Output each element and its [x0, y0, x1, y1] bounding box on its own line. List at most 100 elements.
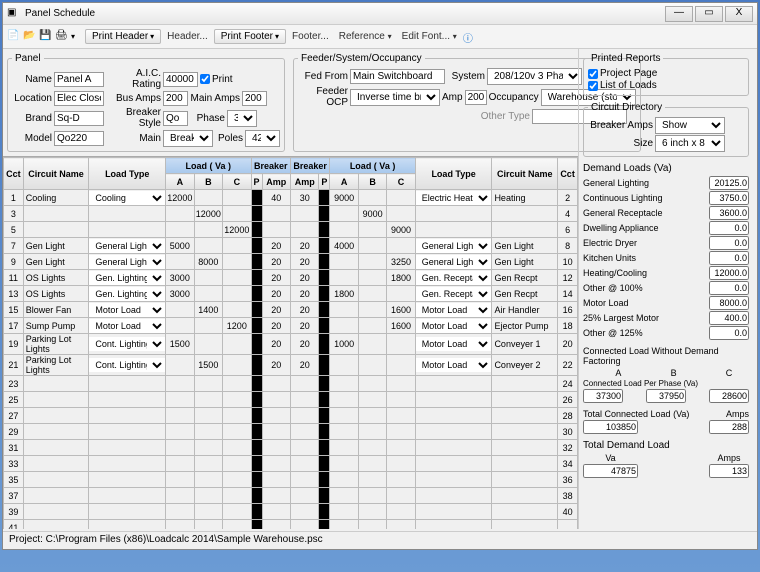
demand-va-input[interactable]: [583, 464, 638, 478]
table-row[interactable]: 31200090004: [4, 206, 578, 222]
loadtype-select[interactable]: Motor Load: [416, 337, 492, 351]
help-icon[interactable]: ⓘ: [463, 30, 477, 44]
table-row[interactable]: 3738: [4, 488, 578, 504]
print-checkbox[interactable]: [200, 74, 210, 84]
brand-input[interactable]: [54, 111, 104, 126]
loadtype-select[interactable]: General Lighting: [89, 239, 165, 253]
header-link[interactable]: Header...: [163, 31, 212, 42]
close-button[interactable]: X: [725, 6, 753, 22]
loadtype-select[interactable]: Cooling: [89, 191, 165, 205]
loadtype-select[interactable]: Motor Load: [416, 319, 492, 333]
bamps-select[interactable]: Show: [655, 117, 725, 134]
demand-row: Continuous Lighting: [583, 191, 749, 205]
demand-value-input[interactable]: [709, 221, 749, 235]
loadtype-select[interactable]: Gen. Lighting C: [89, 271, 165, 285]
size-select[interactable]: 6 inch x 8 inch: [655, 135, 725, 152]
loadtype-select[interactable]: Gen. Receptacle: [416, 287, 492, 301]
mainamps-input[interactable]: [242, 91, 267, 106]
demand-value-input[interactable]: [709, 206, 749, 220]
demand-value-input[interactable]: [709, 266, 749, 280]
phase-a-input[interactable]: [583, 389, 623, 403]
table-row[interactable]: 2526: [4, 392, 578, 408]
app-window: ▣Panel Schedule — ▭ X 📄 📂 💾 🖨▾ Print Hea…: [2, 2, 758, 550]
demand-value-input[interactable]: [709, 236, 749, 250]
open-icon[interactable]: 📂: [23, 30, 37, 44]
loadtype-select[interactable]: General Lighting: [416, 239, 492, 253]
panel-name-input[interactable]: [54, 72, 104, 87]
edit-font-link[interactable]: Edit Font... ▾: [398, 31, 461, 42]
table-row[interactable]: 41: [4, 520, 578, 530]
footer-link[interactable]: Footer...: [288, 31, 333, 42]
print-icon[interactable]: 🖨: [55, 30, 69, 44]
table-row[interactable]: 3334: [4, 456, 578, 472]
demand-value-input[interactable]: [709, 251, 749, 265]
grp-load-l: Load ( Va ): [166, 158, 252, 174]
system-select[interactable]: 208/120v 3 Phase 4 Wi: [487, 68, 582, 85]
busamps-input[interactable]: [163, 91, 188, 106]
total-amps-input[interactable]: [709, 420, 749, 434]
print-header-button[interactable]: Print Header▾: [85, 29, 161, 44]
feeder-amp-input[interactable]: [465, 90, 487, 105]
model-input[interactable]: [54, 131, 104, 146]
table-row[interactable]: 19Parking Lot LightsCont. Lighting150020…: [4, 334, 578, 355]
table-row[interactable]: 51200090006: [4, 222, 578, 238]
total-connected-input[interactable]: [583, 420, 638, 434]
statusbar: Project: C:\Program Files (x86)\Loadcalc…: [3, 531, 757, 549]
poles-select[interactable]: 42: [245, 130, 280, 147]
table-row[interactable]: 2930: [4, 424, 578, 440]
loadtype-select[interactable]: Motor Load: [89, 303, 165, 317]
table-row[interactable]: 3536: [4, 472, 578, 488]
loadtype-select[interactable]: General Lighting: [89, 255, 165, 269]
loadtype-select[interactable]: Cont. Lighting: [89, 337, 165, 351]
projpage-checkbox[interactable]: [588, 69, 598, 79]
loadtype-select[interactable]: Motor Load: [416, 303, 492, 317]
demand-value-input[interactable]: [709, 311, 749, 325]
table-row[interactable]: 1CoolingCooling1200040309000Electric Hea…: [4, 190, 578, 206]
table-row[interactable]: 15Blower FanMotor Load140020201600Motor …: [4, 302, 578, 318]
table-row[interactable]: 2728: [4, 408, 578, 424]
table-row[interactable]: 17Sump PumpMotor Load120020201600Motor L…: [4, 318, 578, 334]
demand-value-input[interactable]: [709, 326, 749, 340]
loadtype-select[interactable]: General Lighting: [416, 255, 492, 269]
loadtype-select[interactable]: Electric Heat: [416, 191, 492, 205]
table-row[interactable]: 7Gen LightGeneral Lighting500020204000Ge…: [4, 238, 578, 254]
aic-input[interactable]: [163, 72, 198, 87]
phase-select[interactable]: 3: [227, 110, 257, 127]
reference-link[interactable]: Reference ▾: [335, 31, 396, 42]
demand-value-input[interactable]: [709, 281, 749, 295]
table-row[interactable]: 21Parking Lot LightsCont. Lighting150020…: [4, 355, 578, 376]
col-ltype: Load Type: [89, 158, 166, 190]
phase-c-input[interactable]: [709, 389, 749, 403]
location-input[interactable]: [54, 91, 104, 106]
loadtype-select[interactable]: Gen. Lighting C: [89, 287, 165, 301]
ocp-select[interactable]: Inverse time breaker: [350, 89, 440, 106]
print-footer-button[interactable]: Print Footer▾: [214, 29, 286, 44]
demand-row: General Lighting: [583, 176, 749, 190]
bstyle-input[interactable]: [163, 111, 188, 126]
maximize-button[interactable]: ▭: [695, 6, 723, 22]
table-row[interactable]: 3132: [4, 440, 578, 456]
table-row[interactable]: 13OS LightsGen. Lighting C300020201800Ge…: [4, 286, 578, 302]
loadtype-select[interactable]: Gen. Receptacle: [416, 271, 492, 285]
loadtype-select[interactable]: Cont. Lighting: [89, 358, 165, 372]
table-row[interactable]: 3940: [4, 504, 578, 520]
demand-loads-section: Demand Loads (Va) General LightingContin…: [583, 163, 749, 340]
demand-row: Dwelling Appliance: [583, 221, 749, 235]
demand-value-input[interactable]: [709, 191, 749, 205]
listloads-checkbox[interactable]: [588, 81, 598, 91]
new-icon[interactable]: 📄: [7, 30, 21, 44]
demand-amps-input[interactable]: [709, 464, 749, 478]
minimize-button[interactable]: —: [665, 6, 693, 22]
table-row[interactable]: 11OS LightsGen. Lighting C300020201800Ge…: [4, 270, 578, 286]
main-select[interactable]: Breaker: [163, 130, 213, 147]
phase-b-input[interactable]: [646, 389, 686, 403]
fedfrom-input[interactable]: [350, 69, 445, 84]
demand-value-input[interactable]: [709, 296, 749, 310]
loadtype-select[interactable]: Motor Load: [89, 319, 165, 333]
demand-value-input[interactable]: [709, 176, 749, 190]
table-row[interactable]: 9Gen LightGeneral Lighting800020203250Ge…: [4, 254, 578, 270]
table-row[interactable]: 2324: [4, 376, 578, 392]
loadtype-select[interactable]: Motor Load: [416, 358, 492, 372]
schedule-grid[interactable]: Cct Circuit Name Load Type Load ( Va ) B…: [3, 156, 578, 529]
save-icon[interactable]: 💾: [39, 30, 53, 44]
